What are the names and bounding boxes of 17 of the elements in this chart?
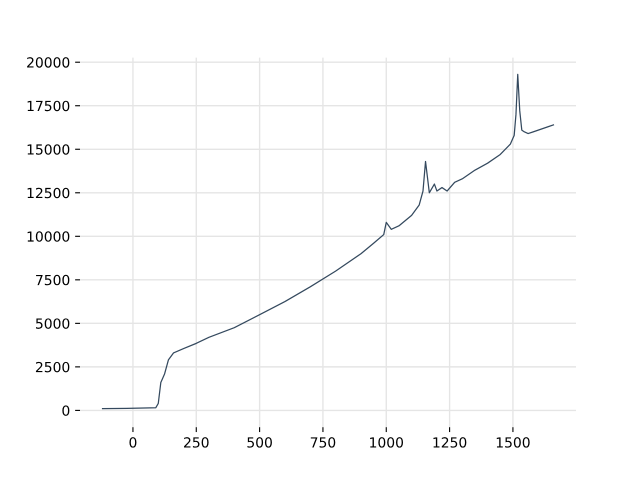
line-series bbox=[102, 74, 554, 410]
x-tick-label: 0 bbox=[129, 437, 136, 448]
y-tick-label: 2500 bbox=[36, 362, 70, 372]
y-tick-label: 10000 bbox=[28, 231, 70, 242]
y-tick-label: 7500 bbox=[36, 274, 70, 286]
y-tick-label: 17500 bbox=[28, 100, 70, 112]
y-tick-label: 15000 bbox=[28, 144, 70, 155]
y-tick-label: 20000 bbox=[27, 57, 70, 68]
y-tick-label: 5000 bbox=[36, 318, 70, 329]
y-tick-label: 12500 bbox=[28, 188, 70, 198]
x-tick-label: 1000 bbox=[370, 437, 404, 448]
x-tick-label: 250 bbox=[184, 437, 209, 448]
x-tick-label: 500 bbox=[247, 437, 272, 448]
x-tick-label: 1250 bbox=[433, 437, 466, 448]
x-tick-label: 750 bbox=[310, 437, 336, 448]
y-tick-label: 0 bbox=[62, 405, 70, 416]
x-tick-label: 1500 bbox=[496, 437, 530, 448]
